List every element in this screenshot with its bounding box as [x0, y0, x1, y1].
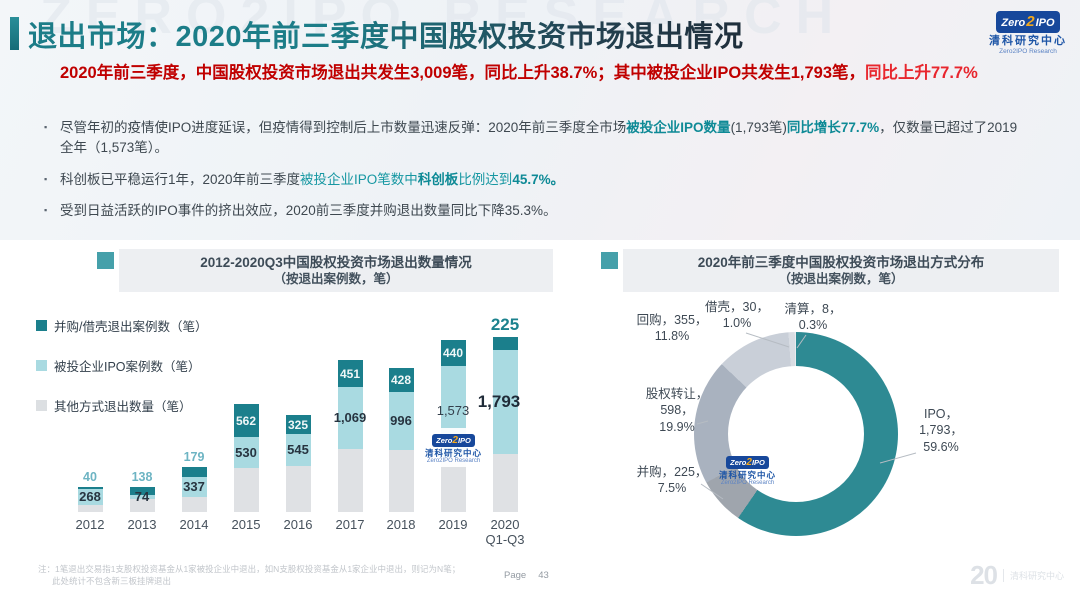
- bar-chart-legend: 并购/借壳退出案例数（笔） 被投企业IPO案例数（笔） 其他方式退出数量（笔）: [36, 316, 207, 436]
- logo-zero: Zero: [436, 436, 453, 445]
- donut-chart-title-square: [601, 252, 618, 269]
- bar-chart-title-line1: 2012-2020Q3中国股权投资市场退出数量情况: [200, 254, 472, 270]
- zero2ipo-badge: Zero2IPO: [726, 456, 769, 469]
- bar-chart-title: 2012-2020Q3中国股权投资市场退出数量情况 （按退出案例数，笔）: [119, 249, 553, 292]
- bullet-list: ▪ 尽管年初的疫情使IPO进度延误，但疫情得到控制后上市数量迅速反弹：2020年前…: [44, 118, 1029, 232]
- legend-label: 其他方式退出数量（笔）: [54, 400, 192, 414]
- bullet-segment: 比例达到: [458, 171, 513, 187]
- footer-brand-number: 20: [970, 560, 998, 590]
- bullet-marker: ▪: [44, 204, 48, 215]
- logo-ipo: IPO: [751, 458, 765, 467]
- page-title: 退出市场：2020年前三季度中国股权投资市场退出情况: [28, 13, 744, 55]
- logo-two: 2: [1026, 13, 1035, 30]
- background-watermark: ZERO2IPO RESEARCH: [40, 0, 847, 46]
- bar-chart-title-square: [97, 252, 114, 269]
- legend-swatch: [36, 400, 47, 411]
- bullet-marker: ▪: [44, 173, 48, 184]
- donut-hole: [728, 366, 864, 502]
- bullet-item-3: ▪ 受到日益活跃的IPO事件的挤出效应，2020前三季度并购退出数量同比下降35.…: [44, 201, 1029, 221]
- legend-swatch: [36, 320, 47, 331]
- bullet-segment: 45.7%。: [512, 171, 565, 187]
- bullet-text: 受到日益活跃的IPO事件的挤出效应，2020前三季度并购退出数量同比下降35.3…: [60, 201, 1029, 221]
- page-indicator: Page 43: [504, 570, 549, 581]
- bullet-segment: 科创板已平稳运行1年，2020年前三季度: [60, 171, 301, 187]
- logo-cn-text: 清科研究中心: [719, 469, 777, 480]
- summary-text: 2020年前三季度，中国股权投资市场退出共发生3,009笔，同比上升38.7%；…: [60, 62, 1030, 86]
- footer-brand: 20 清科研究中心: [970, 560, 1064, 591]
- zero2ipo-logo: Zero2IPO 清科研究中心 Zero2IPO Research: [988, 11, 1068, 55]
- logo-zero: Zero: [730, 458, 747, 467]
- bullet-segment: 被投企业IPO笔数中: [300, 171, 418, 187]
- footnote-line2: 此处统计不包含新三板挂牌退出: [52, 575, 172, 586]
- bullet-segment: ，仅数量已超过了2019全年（1,573笔）。: [60, 120, 1018, 156]
- logo-ipo: IPO: [457, 436, 471, 445]
- logo-en-text: Zero2IPO Research: [999, 47, 1057, 55]
- bullet-segment: (1,793笔): [730, 120, 787, 135]
- logo-en-text: Zero2IPO Research: [426, 457, 481, 464]
- legend-item-2: 其他方式退出数量（笔）: [36, 396, 207, 415]
- bullet-text: 科创板已平稳运行1年，2020年前三季度被投企业IPO笔数中科创板比例达到45.…: [60, 170, 1029, 190]
- charts-section: [0, 240, 1080, 558]
- legend-swatch: [36, 360, 47, 371]
- logo-zero: Zero: [1001, 17, 1026, 29]
- bullet-segment: 受到日益活跃的IPO事件的挤出效应，2020前三季度并购退出数量同比下降35.3…: [60, 202, 557, 218]
- logo-ipo: IPO: [1035, 17, 1055, 29]
- donut-watermark-logo: Zero2IPO 清科研究中心 Zero2IPO Research: [716, 450, 779, 489]
- page-label: Page: [504, 570, 527, 581]
- bullet-segment: 被投企业IPO数量: [626, 120, 731, 135]
- page-number: 43: [538, 570, 549, 581]
- bullet-segment: 尽管年初的疫情使IPO进度延误，但疫情得到控制后上市数量迅速反弹：2020年前三…: [60, 120, 627, 135]
- footnote-line1: 注：1笔退出交易指1支股权投资基金从1家被投企业中退出，如N支股权投资基金从1家…: [38, 564, 461, 574]
- top-section: ZERO2IPO RESEARCH 退出市场：2020年前三季度中国股权投资市场…: [0, 0, 1080, 240]
- bullet-segment: 科创板: [417, 171, 459, 187]
- summary-main: 2020年前三季度，中国股权投资市场退出共发生3,009笔，同比上升38.7%；…: [60, 64, 865, 82]
- legend-item-0: 并购/借壳退出案例数（笔）: [36, 316, 207, 335]
- footer-brand-text: 清科研究中心: [1002, 569, 1064, 582]
- legend-label: 被投企业IPO案例数（笔）: [54, 360, 201, 374]
- zero2ipo-badge: Zero2IPO: [432, 434, 475, 447]
- logo-cn-text: 清科研究中心: [425, 447, 483, 458]
- bullet-marker: ▪: [44, 122, 48, 132]
- donut-chart-title-line1: 2020年前三季度中国股权投资市场退出方式分布: [697, 254, 985, 270]
- logo-two: 2: [452, 435, 458, 446]
- bullet-text: 尽管年初的疫情使IPO进度延误，但疫情得到控制后上市数量迅速反弹：2020年前三…: [60, 118, 1029, 159]
- bar-chart-watermark-logo: Zero2IPO 清科研究中心 Zero2IPO Research: [422, 428, 486, 467]
- logo-two: 2: [746, 457, 752, 468]
- footnote: 注：1笔退出交易指1支股权投资基金从1家被投企业中退出，如N支股权投资基金从1家…: [38, 564, 460, 588]
- bar-chart-title-line2: （按退出案例数，笔）: [273, 272, 399, 287]
- donut-chart-title: 2020年前三季度中国股权投资市场退出方式分布 （按退出案例数，笔）: [623, 249, 1059, 292]
- logo-cn-text: 清科研究中心: [989, 34, 1067, 47]
- zero2ipo-badge: Zero2IPO: [996, 11, 1060, 33]
- bullet-item-1: ▪ 尽管年初的疫情使IPO进度延误，但疫情得到控制后上市数量迅速反弹：2020年前…: [44, 118, 1029, 159]
- legend-label: 并购/借壳退出案例数（笔）: [54, 320, 208, 334]
- summary-highlight: 同比上升77.7%: [865, 64, 978, 82]
- logo-en-text: Zero2IPO Research: [720, 479, 775, 486]
- bullet-item-2: ▪ 科创板已平稳运行1年，2020年前三季度被投企业IPO笔数中科创板比例达到45…: [44, 170, 1029, 190]
- title-accent-bar: [10, 17, 19, 50]
- legend-item-1: 被投企业IPO案例数（笔）: [36, 356, 207, 375]
- bullet-segment: 同比增长77.7%: [786, 120, 880, 135]
- donut-chart-title-line2: （按退出案例数，笔）: [778, 272, 904, 287]
